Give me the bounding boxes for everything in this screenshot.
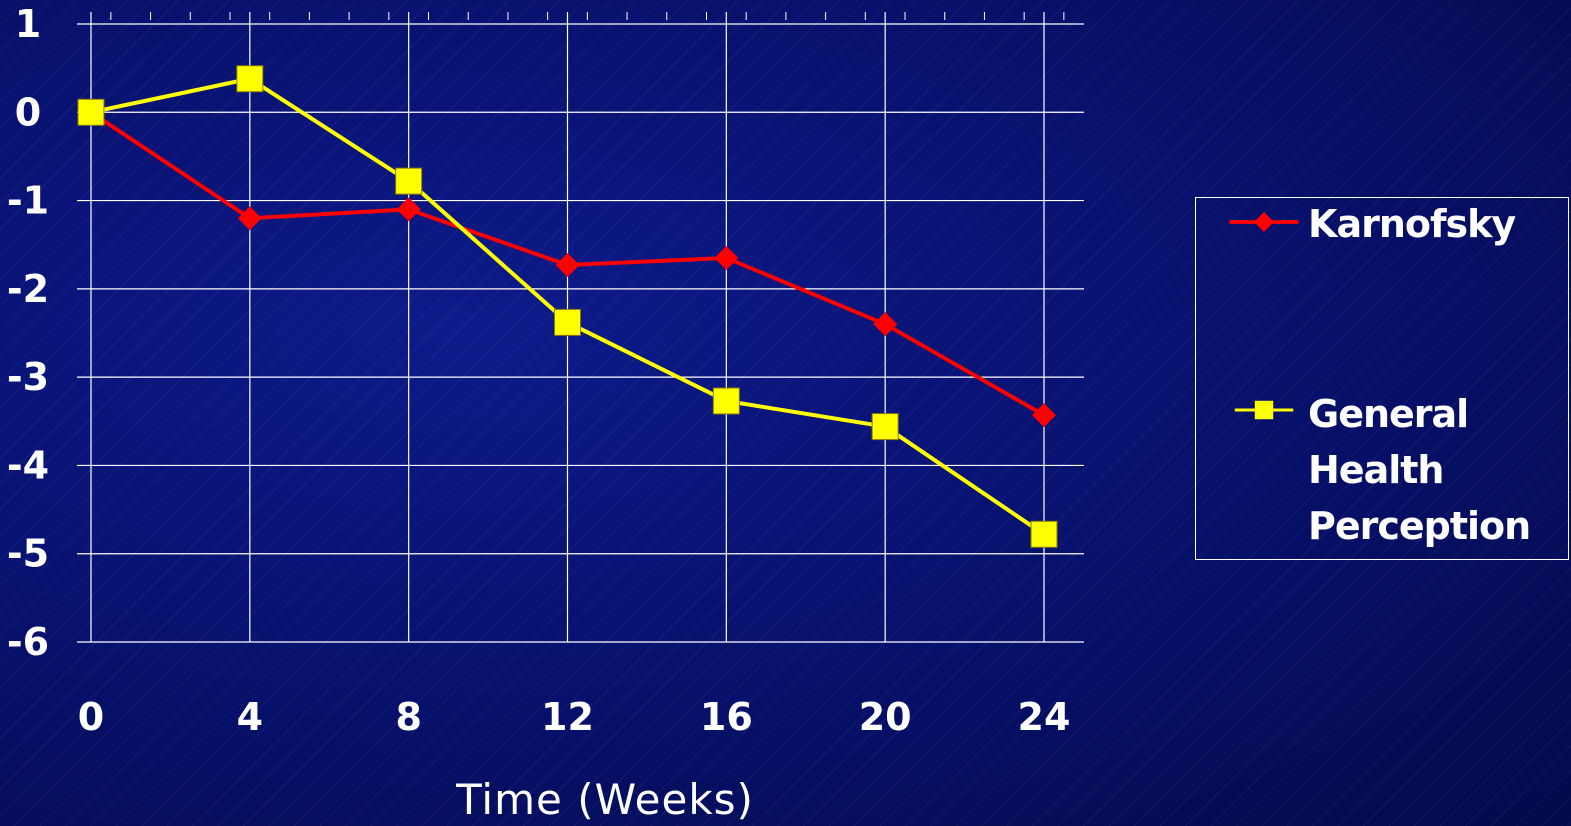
karnofsky-point <box>1032 403 1056 428</box>
x-tick-label: 0 <box>78 695 104 739</box>
y-tick-label: 0 <box>15 90 41 134</box>
y-tick-label: -2 <box>7 267 49 311</box>
x-tick-label: 8 <box>395 695 421 739</box>
general-health-point <box>1030 520 1058 548</box>
general-health-point <box>554 308 581 336</box>
y-tick-label: -3 <box>7 355 49 399</box>
y-tick-label: -6 <box>7 620 49 664</box>
legend: Karnofsky General Health Perception <box>1195 197 1569 560</box>
y-axis-tick-labels: 1 0 -1 -2 -3 -4 -5 -6 <box>7 2 49 664</box>
karnofsky-point <box>873 312 898 337</box>
legend-swatch-square-icon <box>1234 400 1294 420</box>
series-layer <box>77 65 1058 548</box>
legend-swatch-diamond-icon <box>1229 212 1299 232</box>
x-axis-title: Time (Weeks) <box>455 775 754 824</box>
general-health-point <box>712 387 740 415</box>
general-health-point <box>395 167 423 195</box>
y-tick-label: 1 <box>15 2 41 46</box>
karnofsky-point <box>714 245 739 270</box>
legend-label-karnofsky: Karnofsky <box>1308 202 1516 246</box>
general-health-point <box>77 98 105 126</box>
y-tick-label: -5 <box>7 532 49 576</box>
karnofsky-point <box>237 206 262 231</box>
legend-label-general-health: General Health Perception <box>1308 392 1531 548</box>
general-health-point <box>871 413 899 441</box>
karnofsky-point <box>396 197 421 222</box>
y-tick-label: -1 <box>7 179 49 223</box>
x-tick-label: 12 <box>541 695 594 739</box>
x-axis-tick-labels: 0 4 8 12 16 20 24 <box>78 695 1071 739</box>
y-tick-label: -4 <box>7 443 49 487</box>
x-tick-label: 16 <box>700 695 753 739</box>
axis-tick-marks <box>110 12 1065 20</box>
karnofsky-point <box>555 253 580 278</box>
x-tick-label: 4 <box>237 695 263 739</box>
x-tick-label: 20 <box>859 695 912 739</box>
x-tick-label: 24 <box>1018 695 1071 739</box>
general-health-point <box>236 65 264 93</box>
